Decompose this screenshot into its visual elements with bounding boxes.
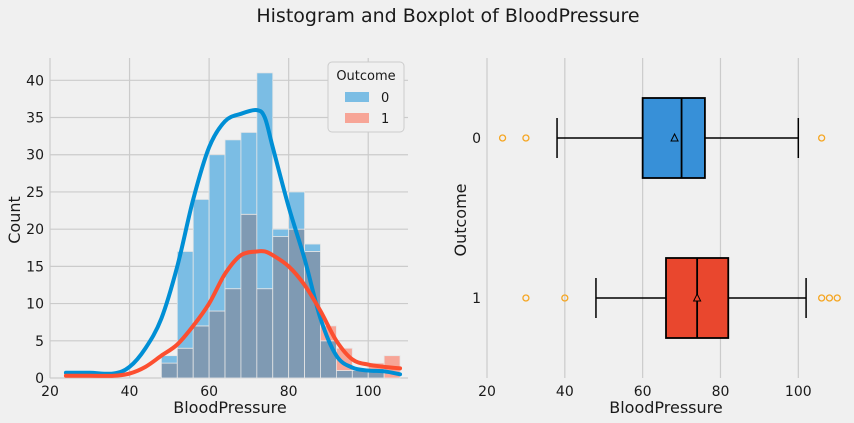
boxplot-mean-marker xyxy=(692,292,702,302)
histogram-bar-overlap xyxy=(240,213,258,379)
histogram-bar-overlap xyxy=(160,362,178,379)
boxplot-x-tick-label: 100 xyxy=(785,384,812,400)
histogram-bar-overlap xyxy=(335,370,353,379)
boxplot-x-tick-label: 20 xyxy=(478,384,496,400)
boxplot-flier xyxy=(522,134,530,142)
boxplot-flier xyxy=(522,294,530,302)
histogram-y-tick-label: 35 xyxy=(26,111,44,127)
boxplot-x-tick-label: 60 xyxy=(634,384,652,400)
histogram-bar-overlap xyxy=(224,288,242,379)
legend-label-outcome-0: 0 xyxy=(381,91,389,106)
boxplot-flier xyxy=(818,294,826,302)
histogram-bar-outcome-0 xyxy=(272,228,290,238)
histogram-bar-overlap xyxy=(208,310,226,379)
boxplot-x-tick-label: 80 xyxy=(712,384,730,400)
histogram-bar-overlap xyxy=(256,288,274,379)
histogram-y-tick-label: 15 xyxy=(26,259,44,275)
histogram-y-axis-label: Count xyxy=(5,196,24,244)
kde-line-outcome-0 xyxy=(63,108,403,377)
histogram-bar-outcome-0 xyxy=(256,72,274,290)
histogram-y-tick-label: 20 xyxy=(26,222,44,238)
histogram-x-tick-label: 60 xyxy=(200,384,218,400)
histogram-y-tick-label: 5 xyxy=(35,334,44,350)
legend-label-outcome-1: 1 xyxy=(381,112,389,127)
boxplot-y-tick-label: 0 xyxy=(472,131,481,147)
histogram-bars-outcome-0 xyxy=(160,72,385,379)
boxplot-flier xyxy=(825,294,834,302)
histogram-y-tick-label: 30 xyxy=(26,148,44,164)
boxplot-y-axis-label: Outcome xyxy=(451,183,470,256)
histogram-bar-outcome-0 xyxy=(304,243,321,252)
histogram-x-axis-label: BloodPressure xyxy=(173,398,286,417)
boxplot-x-axis-label: BloodPressure xyxy=(609,398,722,417)
figure-title: Histogram and Boxplot of BloodPressure xyxy=(256,5,639,27)
boxplot-x-tick-label: 40 xyxy=(556,384,574,400)
boxplot-panel: 20 40 60 80 100 01 BloodPressure Outcome xyxy=(451,58,841,417)
histogram-bar-overlap xyxy=(176,347,194,379)
histogram-y-tick-labels: 0 5 10 15 20 25 30 35 40 xyxy=(26,73,44,387)
boxplot-flier xyxy=(498,134,507,142)
histogram-bar-overlap xyxy=(320,340,337,379)
histogram-bar-overlap xyxy=(192,325,210,379)
boxplot-y-tick-labels: 01 xyxy=(472,131,481,307)
histogram-bar-outcome-0 xyxy=(160,355,178,364)
kde-line-outcome-1 xyxy=(63,249,403,378)
boxplot-x-tick-labels: 20 40 60 80 100 xyxy=(478,384,812,400)
boxplot-flier xyxy=(833,294,841,302)
histogram-y-tick-label: 25 xyxy=(26,185,44,201)
histogram-y-tick-label: 40 xyxy=(26,73,44,89)
boxplot-grid xyxy=(486,58,799,378)
histogram-x-tick-label: 40 xyxy=(121,384,139,400)
boxplot-flier xyxy=(818,134,826,142)
histogram-x-tick-label: 20 xyxy=(41,384,59,400)
histogram-x-tick-label: 100 xyxy=(355,384,382,400)
histogram-x-tick-labels: 20 40 60 80 100 xyxy=(41,384,382,400)
histogram-y-tick-label: 0 xyxy=(35,371,44,387)
histogram-legend[interactable]: Outcome 0 1 xyxy=(327,61,405,133)
boxplot-flier xyxy=(561,294,569,302)
boxplot-y-tick-label: 1 xyxy=(472,291,481,307)
histogram-bar-outcome-0 xyxy=(224,139,242,290)
histogram-bar-outcome-0 xyxy=(240,132,258,215)
legend-swatch-outcome-1 xyxy=(345,113,369,123)
boxplot-mean-marker xyxy=(670,132,679,142)
histogram-kde-lines xyxy=(63,108,403,378)
legend-title: Outcome xyxy=(336,69,395,84)
histogram-x-tick-label: 80 xyxy=(280,384,298,400)
boxplot-marks xyxy=(498,97,841,339)
histogram-y-tick-label: 10 xyxy=(26,297,44,313)
legend-swatch-outcome-0 xyxy=(345,92,369,102)
boxplot-box-outcome-0 xyxy=(641,97,706,179)
